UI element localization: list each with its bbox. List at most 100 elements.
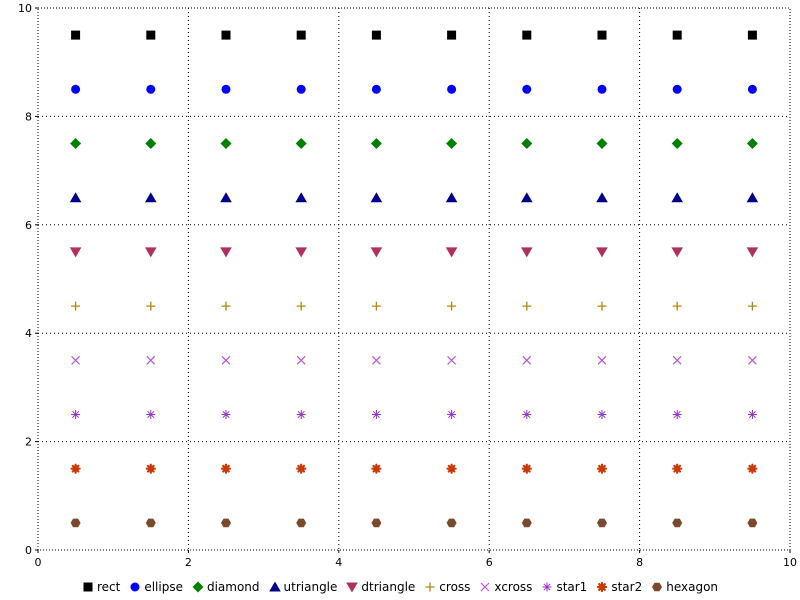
marker-ellipse — [447, 84, 457, 94]
marker-ellipse — [522, 84, 532, 94]
marker-utriangle — [521, 192, 533, 203]
legend-item-star2: star2 — [596, 580, 642, 594]
marker-cross — [71, 301, 81, 311]
x-tick-label: 10 — [783, 556, 797, 569]
marker-diamond — [746, 138, 758, 149]
marker-xcross — [146, 355, 156, 365]
marker-ellipse — [296, 84, 306, 94]
star2-icon — [597, 581, 608, 593]
marker-xcross — [447, 355, 457, 365]
marker-star1 — [146, 410, 156, 419]
marker-rect — [221, 30, 231, 40]
marker-rect — [522, 30, 532, 40]
legend-item-rect: rect — [82, 580, 120, 594]
marker-hexagon — [672, 518, 683, 528]
marker-star2 — [596, 463, 608, 474]
marker-diamond — [446, 138, 458, 149]
marker-star1 — [371, 410, 381, 419]
legend-item-ellipse: ellipse — [129, 580, 183, 594]
marker-dtriangle — [445, 247, 458, 258]
marker-xcross — [71, 355, 81, 365]
marker-utriangle — [746, 192, 759, 203]
marker-dtriangle — [69, 247, 82, 258]
y-tick-label: 2 — [25, 436, 32, 449]
marker-utriangle — [671, 192, 683, 203]
marker-hexagon — [371, 518, 382, 528]
marker-ellipse — [371, 84, 381, 94]
marker-cross — [447, 301, 457, 311]
marker-ellipse — [597, 84, 607, 94]
marker-star2 — [70, 463, 81, 474]
marker-ellipse — [71, 84, 81, 94]
marker-diamond — [145, 138, 157, 149]
marker-rect — [371, 30, 381, 40]
x-tick-label: 6 — [486, 556, 493, 569]
marker-ellipse — [221, 84, 231, 94]
marker-dtriangle — [370, 247, 383, 258]
marker-dtriangle — [671, 247, 683, 258]
legend-item-dtriangle: dtriangle — [346, 580, 415, 594]
legend-label: dtriangle — [361, 580, 416, 594]
marker-cross — [747, 301, 757, 311]
marker-utriangle — [370, 192, 383, 203]
legend-label: ellipse — [144, 580, 183, 594]
marker-star1 — [221, 410, 231, 419]
marker-xcross — [522, 355, 532, 365]
marker-rect — [296, 30, 306, 40]
marker-xcross — [221, 355, 231, 365]
marker-hexagon — [446, 518, 457, 528]
marker-star1 — [447, 410, 457, 419]
marker-utriangle — [596, 192, 608, 203]
marker-xcross — [672, 355, 682, 365]
marker-star2 — [672, 463, 683, 474]
y-tick-label: 4 — [25, 327, 32, 340]
legend-item-diamond: diamond — [192, 580, 260, 594]
marker-dtriangle — [145, 247, 157, 258]
marker-star2 — [747, 463, 758, 474]
hexagon-icon — [652, 582, 663, 592]
plot-area: 0 2 4 6 8 10 0 2 4 6 8 10 — [18, 2, 797, 569]
plot-border — [37, 7, 791, 551]
marker-hexagon — [70, 518, 81, 528]
marker-hexagon — [145, 518, 156, 528]
marker-hexagon — [747, 518, 758, 528]
legend-item-star1: star1 — [541, 580, 587, 594]
cross-icon — [425, 582, 435, 592]
marker-star2 — [296, 463, 307, 474]
marker-cross — [371, 301, 381, 311]
marker-star2 — [145, 463, 156, 474]
y-tick-label: 8 — [25, 110, 32, 123]
marker-xcross — [597, 355, 607, 365]
marker-hexagon — [221, 518, 231, 528]
marker-hexagon — [597, 518, 607, 528]
utriangle-icon — [268, 581, 281, 592]
legend-label: cross — [439, 580, 471, 594]
marker-star2 — [446, 463, 457, 474]
marker-rect — [447, 30, 457, 40]
marker-star2 — [220, 463, 232, 474]
marker-dtriangle — [521, 247, 533, 258]
ellipse-icon — [130, 582, 140, 592]
marker-ellipse — [146, 84, 156, 94]
legend: rect ellipse diamond utriangle dtriangle cros… — [0, 576, 800, 598]
marker-xcross — [747, 355, 757, 365]
legend-label: diamond — [206, 580, 260, 594]
marker-dtriangle — [746, 247, 759, 258]
marker-xcross — [371, 355, 381, 365]
marker-hexagon — [296, 518, 307, 528]
marker-cross — [296, 301, 306, 311]
marker-ellipse — [747, 84, 757, 94]
rect-icon — [83, 582, 93, 592]
marker-rect — [597, 30, 607, 40]
marker-cross — [221, 301, 231, 311]
marker-diamond — [370, 138, 382, 149]
marker-rect — [672, 30, 682, 40]
legend-item-hexagon: hexagon — [651, 580, 718, 594]
marker-hexagon — [521, 518, 532, 528]
y-tick-label: 6 — [25, 219, 32, 232]
legend-item-utriangle: utriangle — [268, 580, 337, 594]
x-tick-label: 4 — [335, 556, 342, 569]
marker-utriangle — [145, 192, 157, 203]
marker-diamond — [671, 138, 683, 149]
legend-label: hexagon — [666, 580, 719, 594]
